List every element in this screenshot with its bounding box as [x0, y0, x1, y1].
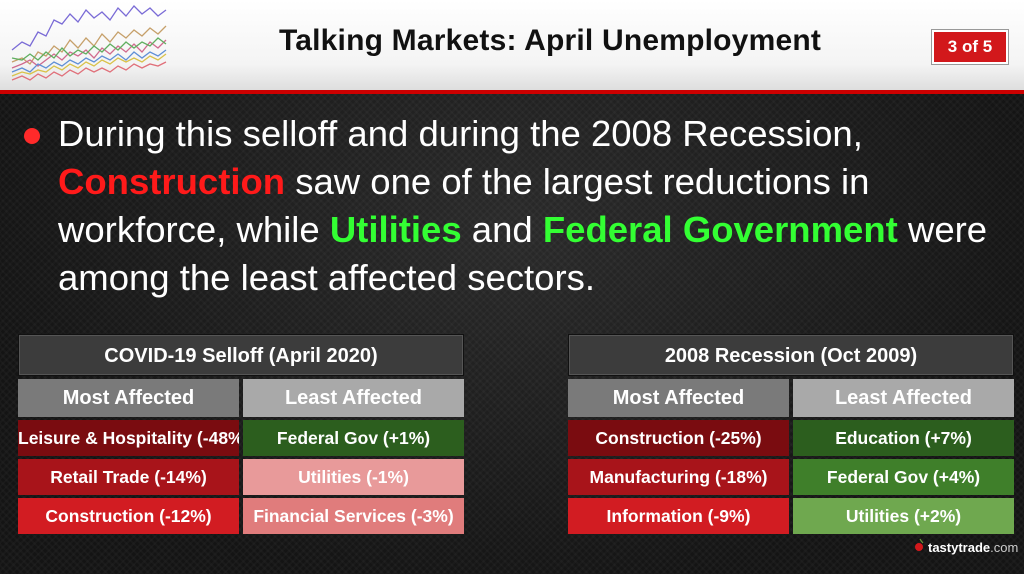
header-divider: [0, 90, 1024, 94]
brand-domain: .com: [990, 540, 1019, 555]
recession-least-row-1: Education (+7%): [793, 420, 1014, 456]
highlight-construction: Construction: [58, 161, 286, 202]
stock-chart-icon: [11, 5, 167, 81]
page-indicator-badge: 3 of 5: [931, 29, 1009, 65]
covid-least-affected-header: Least Affected: [243, 379, 464, 417]
recession-most-row-3: Information (-9%): [568, 498, 789, 534]
highlight-federal-government: Federal Government: [542, 209, 898, 250]
slide-header: Talking Markets: April Unemployment 3 of…: [0, 0, 1024, 92]
bullet-text: During this selloff and during the 2008 …: [58, 110, 988, 302]
recession-most-row-2: Manufacturing (-18%): [568, 459, 789, 495]
recession-least-row-3: Utilities (+2%): [793, 498, 1014, 534]
recession-table-title: 2008 Recession (Oct 2009): [568, 334, 1014, 376]
covid-least-row-3: Financial Services (-3%): [243, 498, 464, 534]
bullet-dot-icon: [24, 128, 40, 144]
slide-title: Talking Markets: April Unemployment: [278, 24, 822, 57]
covid-most-affected-header: Most Affected: [18, 379, 239, 417]
bullet-seg-1: During this selloff and during the 2008 …: [58, 113, 863, 154]
tastytrade-logo: tastytrade.com: [912, 540, 1018, 555]
bullet-seg-5: and: [461, 209, 543, 250]
covid-table-title: COVID-19 Selloff (April 2020): [18, 334, 464, 376]
brand-name: tastytrade: [928, 540, 991, 555]
covid-least-row-2: Utilities (-1%): [243, 459, 464, 495]
highlight-utilities: Utilities: [329, 209, 462, 250]
bullet-seg-7: were among the least affected sectors.: [58, 209, 988, 298]
cherry-icon: [915, 538, 924, 551]
covid-most-row-2: Retail Trade (-14%): [18, 459, 239, 495]
recession-least-affected-header: Least Affected: [793, 379, 1014, 417]
recession-most-row-1: Construction (-25%): [568, 420, 789, 456]
recession-2008-table: 2008 Recession (Oct 2009) Most Affected …: [568, 334, 1014, 534]
covid-least-row-1: Federal Gov (+1%): [243, 420, 464, 456]
recession-least-row-2: Federal Gov (+4%): [793, 459, 1014, 495]
covid-most-row-1: Leisure & Hospitality (-48%): [18, 420, 239, 456]
covid-selloff-table: COVID-19 Selloff (April 2020) Most Affec…: [18, 334, 464, 534]
recession-most-affected-header: Most Affected: [568, 379, 789, 417]
covid-most-row-3: Construction (-12%): [18, 498, 239, 534]
bullet-seg-3: saw one of the largest reductions in wor…: [58, 161, 870, 250]
